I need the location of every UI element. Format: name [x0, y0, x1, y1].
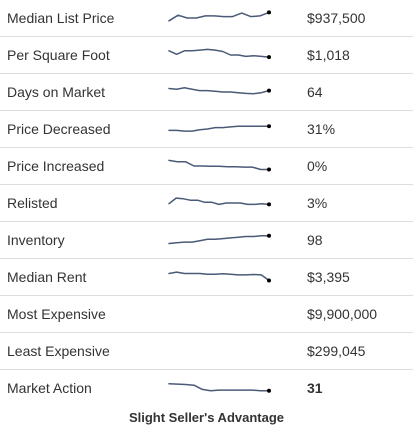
trend-sparkline	[168, 48, 271, 60]
sparkline-end-dot	[267, 88, 271, 93]
sparkline-path	[168, 271, 270, 282]
stat-row-price-increased: Price Increased 0%	[0, 147, 413, 185]
stat-label: Median List Price	[0, 0, 157, 37]
stat-value: $299,045	[307, 332, 413, 370]
stat-row-per-square-foot: Per Square Foot $1,018	[0, 36, 413, 74]
stat-trend-cell	[157, 370, 307, 407]
stat-trend-cell	[157, 184, 307, 222]
stat-label: Median Rent	[0, 258, 157, 296]
trend-sparkline	[168, 197, 271, 207]
sparkline-path	[168, 197, 270, 206]
sparkline-path	[168, 11, 270, 22]
stat-value: $937,500	[307, 0, 413, 37]
stat-label: Most Expensive	[0, 295, 157, 333]
trend-sparkline	[168, 383, 271, 393]
sparkline-end-dot	[267, 202, 271, 207]
stat-value: $9,900,000	[307, 295, 413, 333]
stat-trend-cell	[157, 258, 307, 296]
sparkline-path	[168, 235, 270, 245]
stat-value: $3,395	[307, 258, 413, 296]
sparkline-end-dot	[267, 124, 271, 129]
stat-value: 31	[307, 380, 323, 396]
sparkline-end-dot	[267, 167, 271, 172]
stat-row-price-decreased: Price Decreased 31%	[0, 110, 413, 148]
stat-row-relisted: Relisted 3%	[0, 184, 413, 222]
market-action-caption: Slight Seller's Advantage	[128, 410, 285, 425]
stat-trend-cell	[157, 221, 307, 259]
stat-label: Market Action	[7, 380, 92, 396]
stat-value: $1,018	[307, 36, 413, 74]
market-stats-table: Median List Price $937,500 Per Square Foot…	[0, 0, 413, 407]
sparkline-path	[168, 125, 270, 132]
stat-trend-cell	[157, 295, 307, 333]
sparkline-path	[168, 159, 270, 171]
sparkline-end-dot	[267, 388, 271, 393]
sparkline-path	[168, 87, 270, 95]
trend-sparkline	[168, 271, 271, 283]
sparkline-end-dot	[267, 10, 271, 15]
sparkline-end-dot	[267, 233, 271, 238]
stat-trend-cell	[157, 110, 307, 148]
stat-row-median-list-price: Median List Price $937,500	[0, 0, 413, 37]
stat-row-median-rent: Median Rent $3,395	[0, 258, 413, 296]
stat-row-market-action: Market Action 31	[0, 370, 413, 407]
stat-row-inventory: Inventory 98	[0, 221, 413, 259]
stat-row-most-expensive: Most Expensive $9,900,000	[0, 295, 413, 333]
trend-sparkline	[168, 10, 271, 22]
sparkline-path	[168, 48, 270, 58]
stat-value: 0%	[307, 147, 413, 185]
stat-trend-cell	[157, 73, 307, 111]
sparkline-end-dot	[267, 278, 271, 283]
stat-value: 98	[307, 221, 413, 259]
trend-sparkline	[168, 159, 271, 172]
trend-sparkline	[168, 124, 271, 132]
stat-row-least-expensive: Least Expensive $299,045	[0, 332, 413, 370]
stat-label: Days on Market	[0, 73, 157, 111]
stat-trend-cell	[157, 36, 307, 74]
stat-trend-cell	[157, 147, 307, 185]
stat-row-days-on-market: Days on Market 64	[0, 73, 413, 111]
stat-label: Least Expensive	[0, 332, 157, 370]
stat-label: Per Square Foot	[0, 36, 157, 74]
stat-label: Price Decreased	[0, 110, 157, 148]
stat-value: 31%	[307, 110, 413, 148]
stat-trend-cell	[157, 0, 307, 37]
market-stats-body: Median List Price $937,500 Per Square Foot…	[0, 0, 413, 407]
trend-sparkline	[168, 87, 271, 95]
stat-label: Price Increased	[0, 147, 157, 185]
stat-value: 64	[307, 73, 413, 111]
stat-label: Inventory	[0, 221, 157, 259]
stat-label: Relisted	[0, 184, 157, 222]
trend-sparkline	[168, 233, 271, 245]
sparkline-end-dot	[267, 55, 271, 60]
sparkline-path	[168, 383, 270, 392]
stat-value: 3%	[307, 184, 413, 222]
stat-trend-cell	[157, 332, 307, 370]
